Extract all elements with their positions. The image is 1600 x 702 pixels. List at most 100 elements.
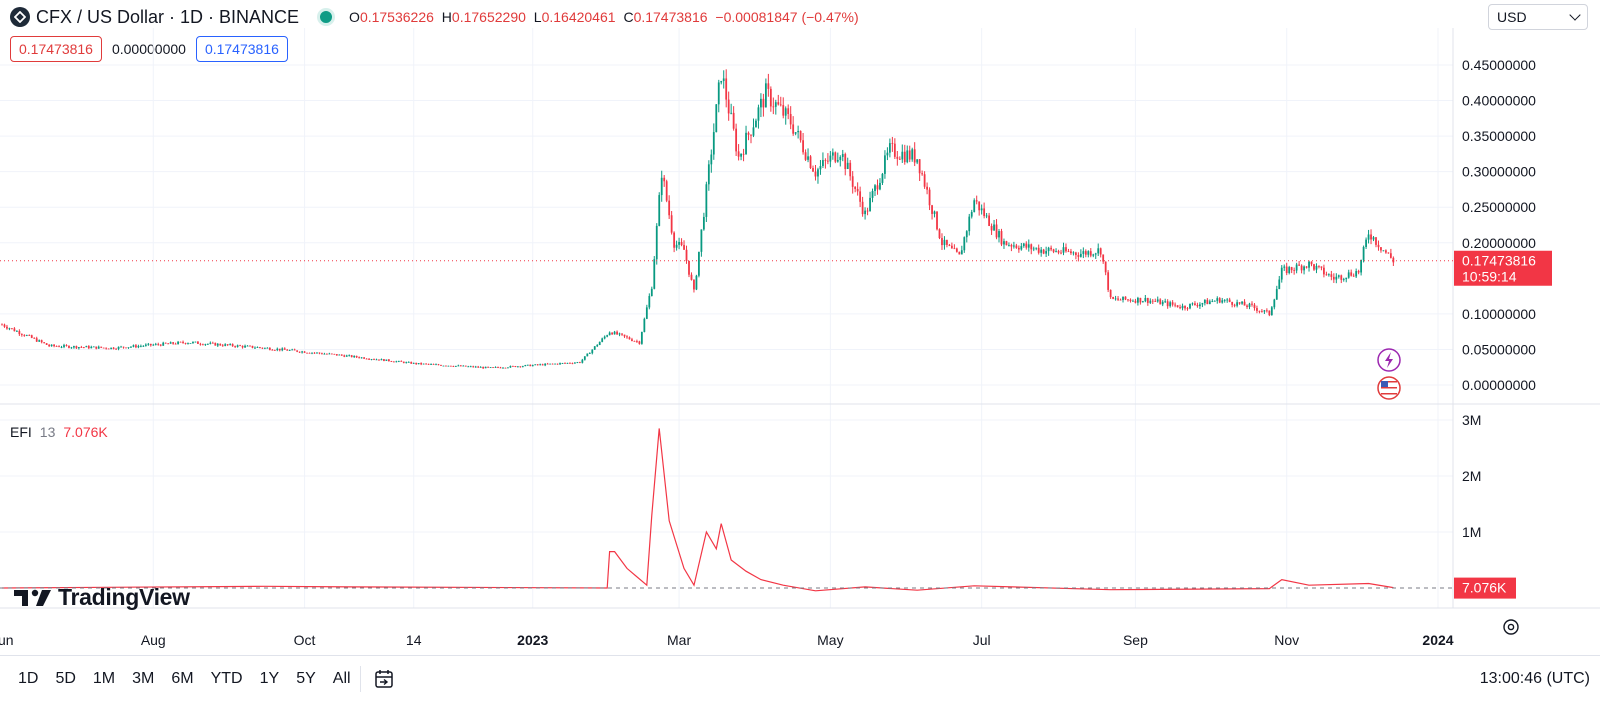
candle-body: [1290, 267, 1293, 271]
candle-body: [732, 112, 735, 129]
candle-body: [1057, 251, 1060, 253]
currency-select[interactable]: USD: [1488, 4, 1588, 30]
candle-body: [571, 363, 574, 365]
candle-body: [360, 357, 363, 359]
candle-body: [1094, 253, 1097, 255]
buy-button[interactable]: 0.17473816: [195, 36, 288, 62]
candle-body: [1320, 266, 1323, 268]
candle-body: [933, 211, 936, 214]
flag-stripe: [1381, 387, 1397, 389]
candle-body: [333, 353, 336, 355]
candle-body: [950, 245, 953, 249]
go-to-date-icon[interactable]: [373, 668, 395, 690]
candle-body: [335, 354, 338, 356]
candle-body: [807, 156, 809, 160]
candle-body: [958, 251, 961, 255]
candle-body: [973, 200, 976, 213]
candle-body: [179, 341, 182, 343]
efi-value-label: 7.076K: [1462, 580, 1507, 596]
candle-body: [1243, 301, 1246, 306]
range-1y-button[interactable]: 1Y: [259, 670, 280, 687]
candle-body: [1132, 300, 1134, 302]
gear-icon[interactable]: [1503, 619, 1519, 635]
candle-body: [1392, 257, 1395, 263]
price-tick-label: 0.10000000: [1462, 306, 1536, 322]
range-3m-button[interactable]: 3M: [132, 670, 155, 687]
candle-body: [1203, 299, 1206, 304]
price-tick-label: 0.35000000: [1462, 128, 1536, 144]
toolbar-divider: [360, 666, 361, 692]
sell-button[interactable]: 0.17473816: [10, 36, 102, 62]
range-ytd-button[interactable]: YTD: [210, 670, 243, 687]
candle-body: [990, 225, 993, 231]
candle-body: [1345, 277, 1348, 280]
candle-body: [1382, 250, 1385, 252]
candle-body: [693, 279, 695, 290]
candle-body: [931, 205, 933, 214]
candle-body: [596, 345, 599, 347]
candle-body: [1298, 264, 1301, 266]
lightning-icon[interactable]: [1377, 348, 1401, 372]
candle-body: [73, 346, 75, 348]
range-6m-button[interactable]: 6M: [171, 670, 194, 687]
candle-body: [95, 346, 98, 349]
candle-body: [757, 107, 760, 121]
utc-clock[interactable]: 13:00:46 (UTC): [1479, 670, 1590, 687]
candle-body: [1256, 308, 1258, 311]
price-candles: [1, 69, 1395, 370]
range-all-button[interactable]: All: [332, 670, 351, 687]
candle-body: [678, 241, 680, 245]
candle-body: [884, 155, 886, 174]
candle-body: [1037, 247, 1040, 253]
candle-body: [1005, 241, 1008, 246]
ohlc-values: O0.17536226 H0.17652290 L0.16420461 C0.1…: [349, 9, 859, 25]
candle-body: [1199, 304, 1201, 307]
candle-body: [1124, 296, 1127, 300]
tradingview-logo[interactable]: TradingView: [14, 584, 190, 611]
candle-body: [1025, 243, 1028, 248]
efi-legend[interactable]: EFI 13 7.076K: [10, 424, 108, 440]
candle-body: [244, 345, 246, 348]
candle-body: [107, 348, 110, 350]
candle-body: [928, 189, 931, 206]
candle-body: [864, 210, 866, 215]
candle-body: [187, 343, 189, 344]
candle-body: [1184, 305, 1186, 309]
chart-canvas[interactable]: 7.076K 0.45000000 0.40000000 0.35000000 0.3…: [0, 0, 1600, 655]
symbol-title[interactable]: CFX / US Dollar · 1D · BINANCE: [36, 6, 300, 27]
range-1m-button[interactable]: 1M: [92, 670, 116, 687]
candle-body: [601, 338, 604, 342]
efi-value-label-bg: [1454, 577, 1516, 599]
candle-body: [276, 348, 279, 351]
candle-body: [784, 108, 787, 116]
candle-body: [755, 120, 757, 128]
change-value: −0.00081847 (−0.47%): [715, 9, 859, 25]
candle-body: [946, 239, 948, 245]
range-5y-button[interactable]: 5Y: [296, 670, 316, 687]
candle-body: [467, 366, 470, 368]
candle-body: [675, 244, 678, 248]
candle-body: [839, 156, 842, 160]
candle-body: [886, 152, 889, 156]
candle-body: [1072, 252, 1075, 254]
candle-body: [226, 344, 229, 346]
candle-body: [1263, 310, 1266, 312]
candle-body: [730, 112, 733, 114]
candle-body: [1300, 265, 1303, 271]
candle-body: [172, 342, 175, 344]
us-flag-icon[interactable]: [1377, 376, 1401, 400]
candle-body: [1134, 300, 1137, 303]
candle-body: [154, 343, 157, 345]
candle-body: [648, 296, 651, 308]
candle-body: [859, 191, 862, 202]
candle-body: [826, 160, 829, 162]
range-5d-button[interactable]: 5D: [55, 670, 76, 687]
candle-body: [474, 366, 477, 368]
candle-body: [120, 346, 122, 348]
candle-body: [1268, 310, 1271, 316]
range-1d-button[interactable]: 1D: [18, 670, 39, 687]
candle-body: [936, 211, 938, 230]
candle-body: [492, 367, 494, 369]
candle-body: [1318, 265, 1320, 267]
candle-body: [90, 346, 93, 349]
